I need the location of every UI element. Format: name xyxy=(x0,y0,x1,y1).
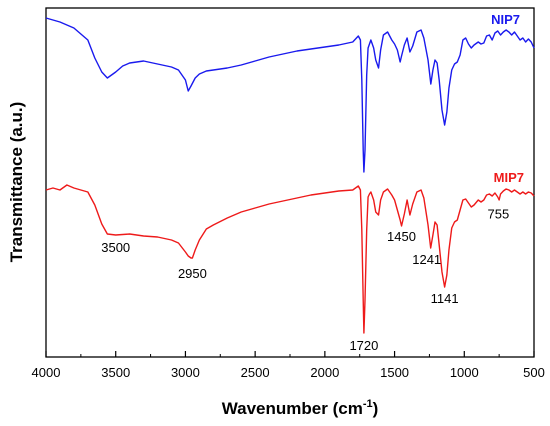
plot-frame xyxy=(45,7,535,358)
peak-label-1450: 1450 xyxy=(387,229,416,244)
x-tick-label-1000: 1000 xyxy=(450,365,479,380)
series-line-mip7 xyxy=(45,184,535,334)
x-tick-label-2500: 2500 xyxy=(241,365,270,380)
series-label-nip7: NIP7 xyxy=(491,12,520,27)
x-axis-title-superscript: -1 xyxy=(363,398,373,410)
x-tick-label-500: 500 xyxy=(523,365,545,380)
x-tick-label-3500: 3500 xyxy=(101,365,130,380)
peak-label-3500: 3500 xyxy=(101,240,130,255)
series-lines xyxy=(45,17,535,334)
y-axis-title: Transmittance (a.u.) xyxy=(7,102,26,263)
x-tick-label-4000: 4000 xyxy=(32,365,61,380)
x-axis-tick-labels: 4000 3500 3000 2500 2000 1500 1000 500 xyxy=(32,365,545,380)
x-tick-label-2000: 2000 xyxy=(310,365,339,380)
peak-label-1241: 1241 xyxy=(412,252,441,267)
x-axis-title-close: ) xyxy=(373,399,379,418)
x-tick-label-3000: 3000 xyxy=(171,365,200,380)
x-axis-title: Wavenumber (cm-1) xyxy=(222,398,379,418)
x-tick-label-1500: 1500 xyxy=(380,365,409,380)
peak-label-2950: 2950 xyxy=(178,266,207,281)
peak-annotations: 3500 2950 1720 1450 1241 1141 755 xyxy=(101,207,509,354)
x-axis-title-main: Wavenumber (cm xyxy=(222,399,363,418)
peak-label-1141: 1141 xyxy=(431,291,459,306)
peak-label-755: 755 xyxy=(488,207,510,222)
series-label-mip7: MIP7 xyxy=(494,170,524,185)
x-axis-ticks xyxy=(45,351,535,357)
series-line-nip7 xyxy=(45,17,535,173)
peak-label-1720: 1720 xyxy=(349,338,378,353)
